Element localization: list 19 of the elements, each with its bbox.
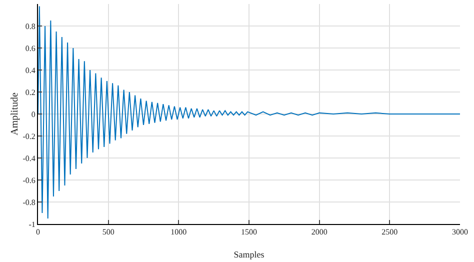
x-axis-title: Samples bbox=[234, 249, 265, 260]
y-tick-label: -0.6 bbox=[22, 176, 36, 185]
y-tick-label: -1 bbox=[28, 220, 36, 229]
y-tick-label: -0.4 bbox=[22, 154, 36, 163]
y-tick-label: -0.2 bbox=[22, 132, 36, 141]
x-tick-label: 1000 bbox=[170, 228, 187, 237]
y-tick-label: -0.8 bbox=[22, 198, 36, 207]
x-tick-label: 3000 bbox=[452, 228, 468, 237]
y-axis-title: Amplitude bbox=[10, 92, 21, 136]
x-tick-label: 500 bbox=[102, 228, 114, 237]
y-tick-label: 0 bbox=[31, 110, 36, 119]
x-tick-label: 2000 bbox=[311, 228, 328, 237]
y-tick-label: 0.6 bbox=[25, 44, 36, 53]
x-tick-label: 1500 bbox=[241, 228, 257, 237]
y-tick-label: 0.4 bbox=[25, 66, 36, 75]
y-tick-label: 0.2 bbox=[25, 88, 36, 97]
line-series bbox=[38, 6, 460, 219]
y-tick-label: 0.8 bbox=[25, 22, 36, 31]
x-tick-label: 2500 bbox=[382, 228, 398, 237]
